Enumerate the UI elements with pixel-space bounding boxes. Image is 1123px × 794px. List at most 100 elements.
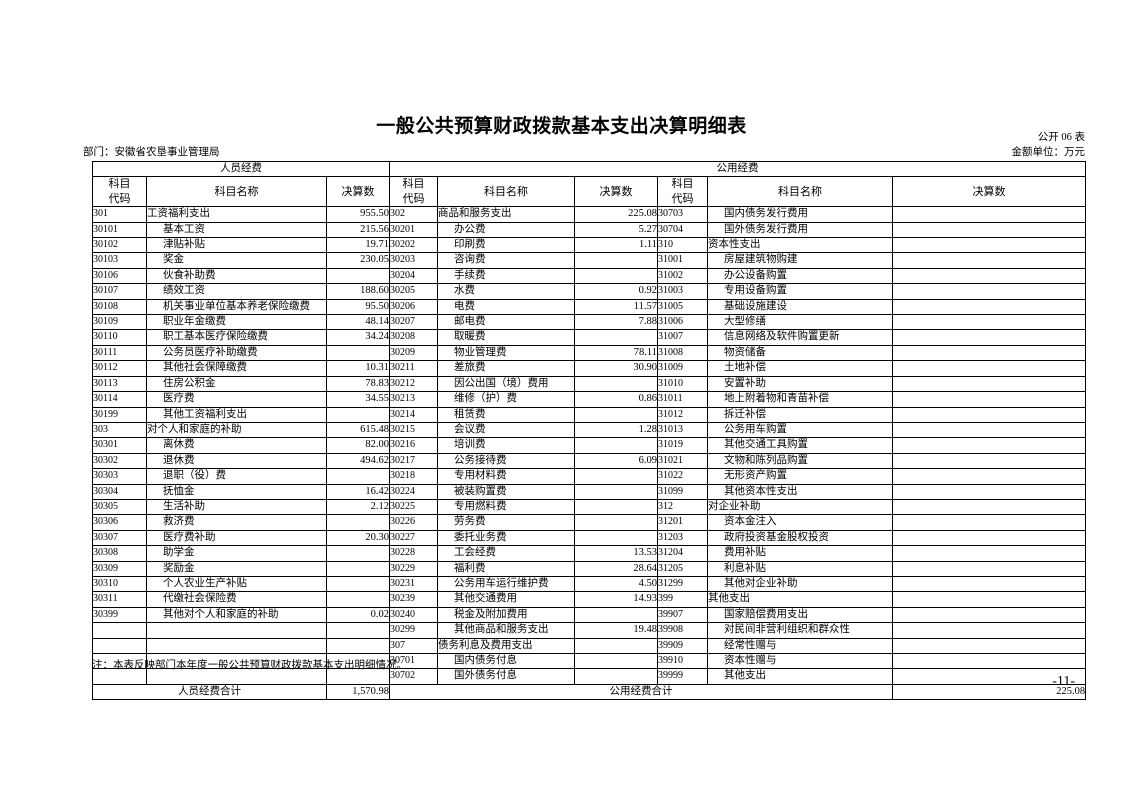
cell-code: 30299 (389, 622, 439, 639)
cell-code: 30202 (389, 237, 439, 254)
cell-subject-name: 物业管理费 (437, 344, 576, 362)
cell-subject-name: 资本金注入 (707, 514, 894, 531)
table-row: 30307 医疗费补助 20.30 30227 委托业务费 31203 政府投资基金股权投资 (92, 529, 1087, 547)
cell-subject-name: 商品和服务支出 (437, 206, 576, 223)
cell-code: 30303 (92, 468, 147, 485)
cell-amount: 215.56 (325, 221, 391, 239)
col-header-code-3: 科目 代码 (657, 176, 709, 208)
cell-code: 30310 (92, 575, 147, 593)
cell-amount (574, 606, 659, 624)
cell-code: 30205 (389, 283, 439, 300)
cell-subject-name: 物资储备 (707, 344, 894, 362)
cell-code: 39909 (657, 637, 709, 655)
cell-subject-name: 职工基本医疗保险缴费 (146, 329, 327, 346)
col-header-code-1-line1: 科目 (108, 178, 131, 191)
cell-amount: 615.48 (325, 421, 391, 439)
cell-code: 30701 (389, 652, 439, 670)
cell-code: 30226 (389, 514, 439, 531)
cell-code (92, 637, 147, 655)
cell-amount (574, 652, 659, 670)
cell-code: 39908 (657, 622, 709, 639)
cell-code: 31008 (657, 344, 709, 362)
cell-amount: 6.09 (574, 452, 659, 470)
cell-amount: 494.62 (325, 452, 391, 470)
cell-amount (325, 575, 391, 593)
col-header-code-2-line1: 科目 (402, 178, 425, 191)
cell-amount (892, 498, 1087, 516)
cell-code: 30211 (389, 360, 439, 377)
cell-subject-name: 福利费 (437, 560, 576, 577)
group-header-public: 公用经费 (389, 160, 1087, 178)
cell-subject-name: 国外债务发行费用 (707, 221, 894, 239)
cell-code: 30311 (92, 591, 147, 608)
cell-subject-name: 津贴补贴 (146, 237, 327, 254)
cell-code: 30204 (389, 267, 439, 285)
table-row: 30308 助学金 30228 工会经费 13.53 31204 费用补贴 (92, 545, 1087, 562)
cell-amount: 28.64 (574, 560, 659, 577)
table-row: 30399 其他对个人和家庭的补助 0.02 30240 税金及附加费用 39907 国家赔… (92, 606, 1087, 624)
table-row: 30309 奖励金 30229 福利费 28.64 31205 利息补贴 (92, 560, 1087, 577)
cell-subject-name: 咨询费 (437, 252, 576, 269)
cell-amount: 4.50 (574, 575, 659, 593)
cell-amount: 955.50 (325, 206, 391, 223)
cell-subject-name: 其他对个人和家庭的补助 (146, 606, 327, 624)
cell-subject-name: 劳务费 (437, 514, 576, 531)
cell-code: 301 (92, 206, 147, 223)
cell-subject-name: 电费 (437, 298, 576, 316)
amount-unit: 金额单位：万元 (1011, 147, 1086, 158)
cell-code: 31299 (657, 575, 709, 593)
cell-code: 31012 (657, 406, 709, 423)
table-row: 30299 其他商品和服务支出 19.48 39908 对民间非营利组织和群众性 (92, 622, 1087, 639)
cell-code: 30309 (92, 560, 147, 577)
cell-code: 30108 (92, 298, 147, 316)
cell-code: 31022 (657, 468, 709, 485)
cell-amount (325, 406, 391, 423)
cell-subject-name: 房屋建筑物购建 (707, 252, 894, 269)
cell-code: 30301 (92, 437, 147, 454)
cell-amount (574, 529, 659, 547)
cell-amount (892, 344, 1087, 362)
cell-subject-name: 水费 (437, 283, 576, 300)
cell-amount (892, 237, 1087, 254)
cell-subject-name: 维修（护）费 (437, 391, 576, 408)
cell-subject-name: 其他交通工具购置 (707, 437, 894, 454)
table-row: 30106 伙食补助费 30204 手续费 31002 办公设备购置 (92, 267, 1087, 285)
cell-subject-name: 印刷费 (437, 237, 576, 254)
cell-code: 30206 (389, 298, 439, 316)
cell-subject-name: 医疗费补助 (146, 529, 327, 547)
cell-amount (892, 622, 1087, 639)
cell-amount (325, 468, 391, 485)
cell-amount (574, 514, 659, 531)
cell-subject-name: 离休费 (146, 437, 327, 454)
cell-amount (892, 483, 1087, 500)
table-row: 30302 退休费 494.62 30217 公务接待费 6.09 31021 文物和陈列品购… (92, 452, 1087, 470)
table-row: 30305 生活补助 2.12 30225 专用燃料费 312 对企业补助 (92, 498, 1087, 516)
cell-amount (892, 575, 1087, 593)
cell-code: 39907 (657, 606, 709, 624)
cell-subject-name: 费用补贴 (707, 545, 894, 562)
cell-amount: 20.30 (325, 529, 391, 547)
cell-amount (892, 468, 1087, 485)
cell-amount (325, 514, 391, 531)
cell-code: 31013 (657, 421, 709, 439)
cell-amount: 0.92 (574, 283, 659, 300)
cell-subject-name: 公务接待费 (437, 452, 576, 470)
cell-code: 30302 (92, 452, 147, 470)
cell-code: 31099 (657, 483, 709, 500)
col-header-amount-2: 决算数 (574, 176, 659, 208)
cell-code: 30114 (92, 391, 147, 408)
cell-code: 30109 (92, 314, 147, 331)
table-row: 30301 离休费 82.00 30216 培训费 31019 其他交通工具购置 (92, 437, 1087, 454)
cell-subject-name: 土地补偿 (707, 360, 894, 377)
col-header-amount-3: 决算数 (892, 176, 1087, 208)
cell-amount (574, 329, 659, 346)
cell-subject-name: 奖金 (146, 252, 327, 269)
cell-amount (892, 421, 1087, 439)
cell-amount (892, 298, 1087, 316)
cell-subject-name: 经常性赠与 (707, 637, 894, 655)
col-header-code-2-line2: 代码 (402, 192, 425, 205)
table-row: 30111 公务员医疗补助缴费 30209 物业管理费 78.11 31008 物资储备 (92, 344, 1087, 362)
page-title: 一般公共预算财政拨款基本支出决算明细表 (376, 116, 747, 137)
group-header-personnel: 人员经费 (91, 160, 391, 178)
